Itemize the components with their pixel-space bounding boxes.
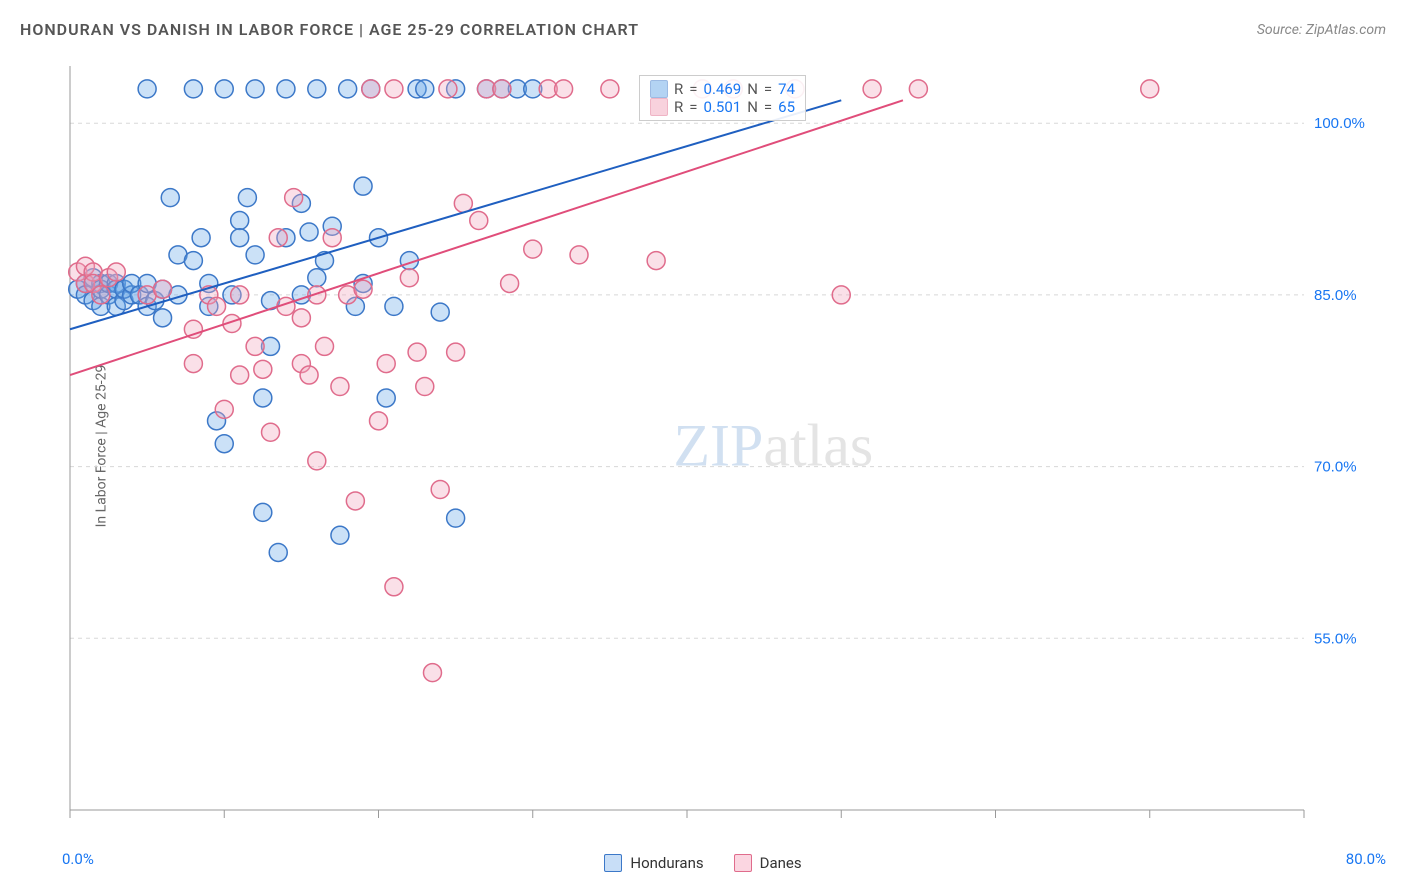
stat-label: R	[674, 98, 683, 116]
stat-value: 0.469	[704, 80, 742, 98]
stat-label: =	[764, 98, 772, 116]
source-label: Source: ZipAtlas.com	[1257, 22, 1386, 38]
stat-label: N	[747, 98, 758, 116]
svg-text:70.0%: 70.0%	[1314, 459, 1357, 476]
chart-title: HONDURAN VS DANISH IN LABOR FORCE | AGE …	[20, 20, 639, 39]
legend-label: Hondurans	[630, 854, 703, 872]
stat-label: =	[764, 80, 772, 98]
legend-swatch	[604, 854, 622, 872]
stat-value: 65	[778, 98, 795, 116]
stat-label: =	[689, 98, 697, 116]
stat-label: R	[674, 80, 683, 98]
stat-label: =	[689, 80, 697, 98]
legend-swatch	[734, 854, 752, 872]
legend-item: Danes	[734, 854, 802, 872]
stat-value: 0.501	[704, 98, 742, 116]
stat-label: N	[747, 80, 758, 98]
chart-container: 55.0% 70.0% 85.0% 100.0% R = 0.469 N = 74 R = 0.501…	[60, 60, 1376, 832]
scatter-chart: 55.0% 70.0% 85.0% 100.0%	[60, 60, 1376, 832]
legend-item: Hondurans	[604, 854, 703, 872]
legend-label: Danes	[760, 854, 802, 872]
svg-text:55.0%: 55.0%	[1314, 630, 1357, 647]
stat-value: 74	[778, 80, 795, 98]
correlation-stats-box: R = 0.469 N = 74 R = 0.501 N = 65	[639, 75, 806, 121]
series-legend: Hondurans Danes	[0, 854, 1406, 872]
svg-text:85.0%: 85.0%	[1314, 287, 1357, 304]
legend-swatch	[650, 98, 668, 116]
legend-swatch	[650, 80, 668, 98]
svg-text:100.0%: 100.0%	[1314, 115, 1365, 132]
